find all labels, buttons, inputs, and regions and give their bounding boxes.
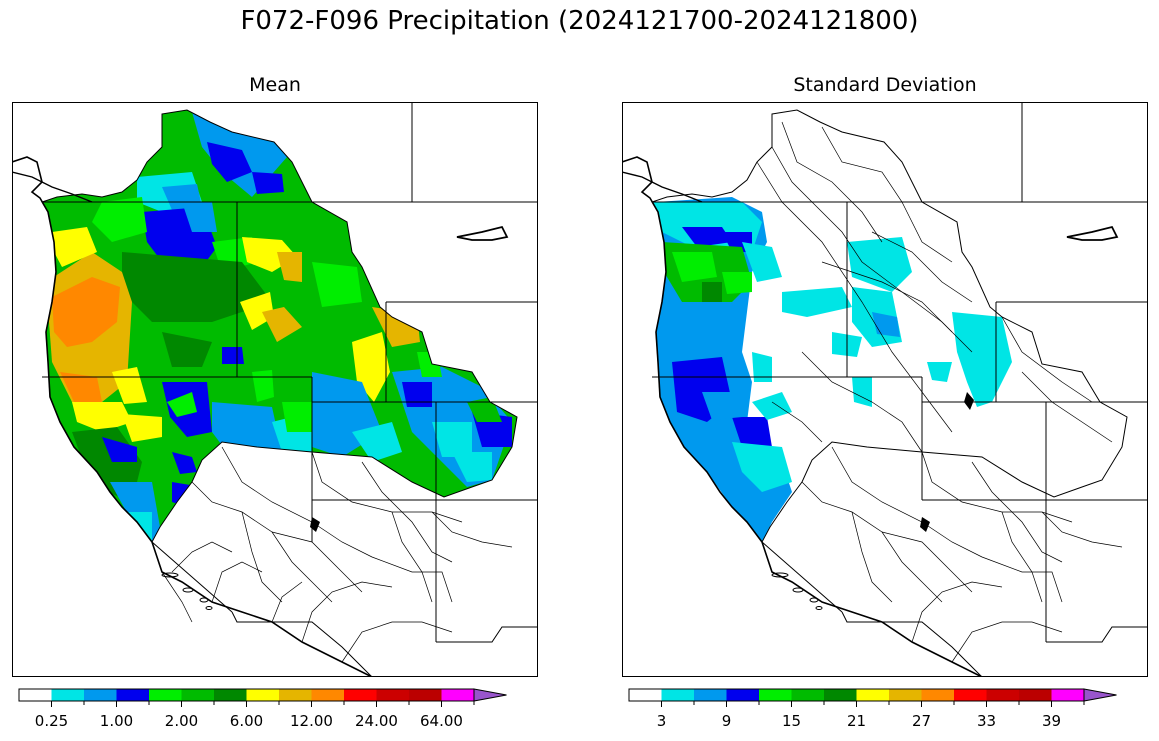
std-colorbar-swatch [629, 689, 662, 701]
std-colorbar-swatch [1019, 689, 1052, 701]
std-colorbar-tick-label: 15 [782, 712, 801, 730]
std-colorbar-swatch [856, 689, 889, 701]
std-colorbar-swatch [921, 689, 954, 701]
std-colorbar-swatch [759, 689, 792, 701]
std-colorbar-swatch [954, 689, 987, 701]
mean-colorbar-swatch [19, 689, 52, 701]
std-panel-title: Standard Deviation [793, 74, 977, 96]
std-colorbar-tick-label: 9 [722, 712, 732, 730]
std-borders [652, 102, 1148, 677]
std-colorbar-tick-label: 3 [657, 712, 667, 730]
mean-colorbar-swatch [246, 689, 279, 701]
mean-colorbar-swatch [181, 689, 214, 701]
mean-colorbar-tick-label: 24.00 [355, 712, 398, 730]
std-colorbar-swatch [661, 689, 694, 701]
mean-colorbar-swatch [279, 689, 312, 701]
mean-colorbar-swatch [441, 689, 474, 701]
mean-colorbar-extend-arrow [473, 688, 507, 702]
std-colorbar-swatch [889, 689, 922, 701]
mean-colorbar-swatch [214, 689, 247, 701]
std-colorbar-extend-arrow [1083, 688, 1117, 702]
mean-colorbar-tick-label: 1.00 [100, 712, 133, 730]
mean-colorbar-tick-label: 64.00 [420, 712, 463, 730]
mean-colorbar-swatch [116, 689, 149, 701]
std-precip-field [652, 197, 1012, 542]
std-colorbar-swatch [694, 689, 727, 701]
mean-colorbar-swatch [149, 689, 182, 701]
mean-borders [42, 102, 538, 677]
mean-colorbar: 0.25 1.00 2.00 6.00 12.00 24.00 64.00 [18, 688, 530, 732]
mean-colorbar-tick-label: 0.25 [35, 712, 68, 730]
mean-map [12, 102, 538, 677]
std-colorbar: 3 9 15 21 27 33 39 [628, 688, 1140, 732]
mean-colorbar-swatch [84, 689, 117, 701]
mean-colorbar-tick-label: 12.00 [290, 712, 333, 730]
std-colorbar-swatch [726, 689, 759, 701]
std-colorbar-swatch [1051, 689, 1084, 701]
std-map [622, 102, 1148, 677]
mean-colorbar-swatch [311, 689, 344, 701]
std-colorbar-tick-label: 27 [912, 712, 931, 730]
mean-colorbar-swatch [409, 689, 442, 701]
std-colorbar-swatch [824, 689, 857, 701]
mean-colorbar-swatch [344, 689, 377, 701]
mean-colorbar-tick-label: 6.00 [230, 712, 263, 730]
mean-colorbar-tick-label: 2.00 [165, 712, 198, 730]
std-colorbar-swatch [791, 689, 824, 701]
mean-panel-title: Mean [249, 74, 301, 96]
std-colorbar-tick-label: 39 [1042, 712, 1061, 730]
figure-title: F072-F096 Precipitation (2024121700-2024… [240, 6, 919, 36]
std-colorbar-tick-label: 33 [977, 712, 996, 730]
std-colorbar-swatch [986, 689, 1019, 701]
mean-colorbar-swatch [376, 689, 409, 701]
mean-colorbar-swatch [51, 689, 84, 701]
std-colorbar-tick-label: 21 [847, 712, 866, 730]
